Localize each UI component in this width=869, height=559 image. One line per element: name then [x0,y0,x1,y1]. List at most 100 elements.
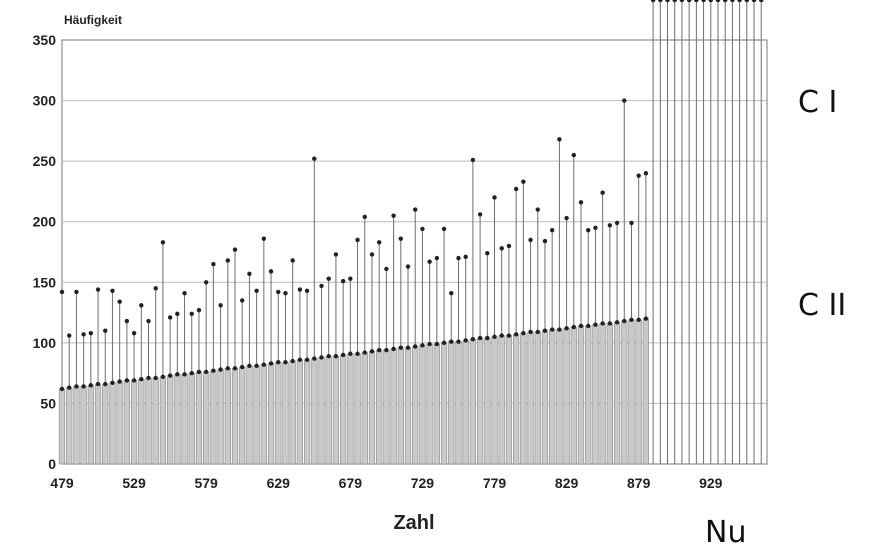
point-c2 [470,337,476,342]
grid [62,100,767,404]
x-tick-label: 629 [267,475,291,491]
bar [253,365,260,465]
point-c1 [117,299,122,304]
y-tick-label: 300 [33,93,57,109]
x-tick-label: 579 [194,475,218,491]
bar [484,337,491,465]
y-axis-label: Häufigkeit [64,13,122,27]
bar [505,335,513,465]
point-c2 [211,368,216,373]
bar [426,343,433,465]
y-tick-label: 150 [33,274,57,290]
x-axis-label: Zahl [393,512,434,534]
point-c1 [276,289,281,295]
bar [109,382,116,465]
point-c2 [254,363,259,369]
bar [563,328,570,465]
point-c1 [751,0,757,3]
point-c2 [434,341,440,347]
point-c1 [456,255,461,261]
point-c1 [312,156,317,161]
point-c2 [456,339,461,344]
point-c1 [600,190,605,195]
bar [361,352,368,465]
point-c2 [492,334,497,339]
point-c1 [549,227,555,233]
point-c1 [160,240,166,245]
bar [159,376,167,465]
bar [347,353,354,465]
bar [303,359,311,465]
point-c1 [391,213,396,218]
bar [520,332,527,465]
point-c1 [528,237,533,243]
y-tick-label: 350 [33,32,57,48]
point-c2 [146,375,151,381]
point-c1 [304,288,310,293]
bar [556,329,563,465]
bar [433,343,440,465]
point-c1 [679,0,685,3]
point-c2 [557,327,562,332]
point-c2 [348,351,353,356]
point-c1 [420,226,425,232]
point-c2 [629,317,634,323]
point-c2 [268,361,274,366]
bar [58,388,66,465]
point-c1 [225,258,230,263]
point-c1 [665,0,670,3]
point-c1 [167,315,173,320]
point-c1 [384,266,389,272]
x-tick-label: 929 [699,475,723,491]
point-c1 [261,236,267,241]
point-c1 [542,238,548,244]
point-c2 [391,346,396,352]
point-c2 [506,333,512,338]
y-tick-label: 50 [40,395,56,411]
point-c1 [701,0,706,3]
bar [282,361,289,465]
bar [585,325,592,465]
point-c2 [88,383,94,388]
bar [476,337,484,465]
bar [368,351,376,465]
point-c1 [333,252,339,257]
point-c2 [74,384,79,389]
point-c1 [672,0,677,3]
point-c1 [398,236,404,241]
point-c1 [744,0,750,3]
point-c2 [247,363,252,369]
point-c2 [326,353,331,359]
point-c1 [650,0,656,3]
point-c2 [290,358,295,364]
point-c2 [304,357,310,363]
point-c2 [571,324,577,330]
bar [152,377,159,465]
bar [332,355,340,465]
point-c1 [124,318,130,324]
bar [340,354,347,465]
point-c2 [240,364,245,370]
point-c2 [528,329,533,335]
bar [412,346,419,465]
point-c1 [557,137,562,142]
point-c2 [103,381,108,387]
bar [116,381,123,465]
point-c1 [369,252,375,257]
point-c2 [405,345,411,350]
stems [61,0,762,464]
c1-label: C I [798,85,838,120]
bar [145,377,152,465]
point-c2 [319,355,324,360]
bar [628,319,635,465]
point-c1 [153,286,158,291]
point-c1 [340,278,346,284]
point-c1 [139,303,144,308]
bar [73,386,80,465]
point-c2 [398,345,404,350]
c2-label: C II [798,288,847,323]
point-c1 [95,287,101,292]
bar [80,386,87,465]
bar [318,357,325,465]
bars [58,318,650,465]
